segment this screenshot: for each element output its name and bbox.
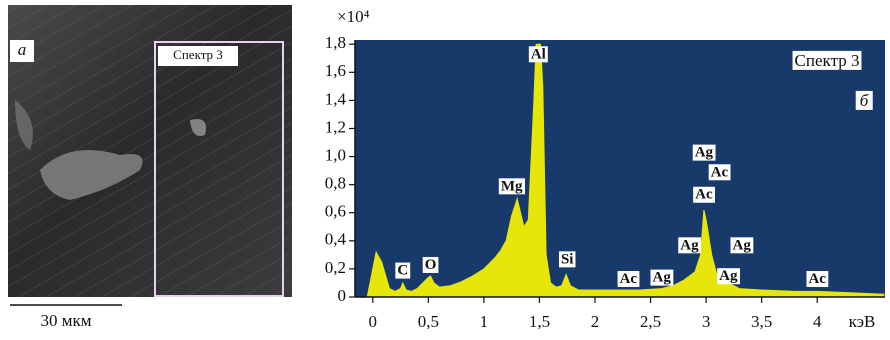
x-tick-label: 1,5 — [529, 312, 550, 331]
y-tick-label: 1,6 — [325, 61, 346, 80]
x-tick-label: 2 — [591, 312, 600, 331]
y-tick-label: 0,8 — [325, 174, 346, 193]
y-tick-label: 1,8 — [325, 33, 346, 52]
peak-label: Ag — [719, 268, 738, 284]
peak-label-box — [708, 164, 731, 181]
peak-label-box — [717, 268, 740, 285]
peak-label-box — [498, 178, 525, 195]
peak-label: Ag — [652, 270, 671, 286]
peak-label: Ag — [732, 237, 751, 253]
peak-label-box — [650, 269, 674, 286]
x-tick-label: 0,5 — [418, 312, 439, 331]
peak-label-box — [617, 271, 640, 288]
plot-background — [355, 40, 885, 297]
peak-label-box — [692, 144, 716, 161]
peak-label: Ac — [808, 271, 826, 287]
region-label: Спектр 3 — [173, 47, 223, 62]
peak-label: Si — [561, 251, 574, 267]
y-tick-label: 1,0 — [325, 145, 346, 164]
x-tick-label: 1 — [480, 312, 489, 331]
y-tick-label: 0,2 — [325, 258, 346, 277]
peak-label-box — [395, 262, 411, 279]
y-tick-label: 1,4 — [325, 89, 347, 108]
x-tick-label: 3,5 — [751, 312, 772, 331]
y-tick-label: 0 — [338, 286, 347, 305]
y-axis-label: ×10⁴ — [337, 7, 370, 26]
y-tick-label: 1,2 — [325, 117, 346, 136]
panel-label: б — [860, 91, 869, 110]
spectrum-chart: 0 0,2 0,4 0,6 0,8 1,0 1,2 1,4 1,6 1,8 0 0,5 1 1,5 2 2,5… — [325, 7, 885, 331]
peak-label-box — [806, 271, 829, 288]
x-axis-label: кэВ — [849, 312, 876, 331]
peak-label: Ac — [695, 187, 713, 203]
peak-label: O — [425, 257, 437, 273]
panel-label-box — [855, 90, 873, 110]
peak-label: Al — [531, 46, 546, 62]
peak-label: Ac — [620, 271, 638, 287]
peak-label: Ag — [680, 237, 699, 253]
y-tick-label: 0,6 — [325, 202, 346, 221]
x-tick-label: 2,5 — [640, 312, 661, 331]
peak-label-box — [558, 251, 576, 268]
peak-label-box — [422, 256, 439, 273]
spectrum-label: Спектр 3 — [795, 51, 860, 70]
peak-label-box — [528, 46, 548, 63]
spectrum — [366, 43, 885, 298]
peak-label-box — [678, 237, 702, 254]
peak-label: Ag — [695, 145, 714, 161]
peak-label: Ac — [711, 164, 729, 180]
panel-label: а — [18, 40, 27, 59]
scale-bar-label: 30 мкм — [40, 311, 91, 330]
peak-label: Mg — [501, 178, 523, 194]
peak-label-box — [693, 186, 715, 203]
x-tick-label: 4 — [813, 312, 822, 331]
spectrum-label-box — [792, 50, 862, 70]
y-tick-label: 0,4 — [325, 230, 347, 249]
x-tick-label: 3 — [702, 312, 711, 331]
x-tick-label: 0 — [369, 312, 378, 331]
sem-image: а Спектр 3 30 мкм — [8, 5, 292, 330]
peak-label-box — [730, 237, 754, 254]
peak-label: C — [397, 263, 408, 279]
